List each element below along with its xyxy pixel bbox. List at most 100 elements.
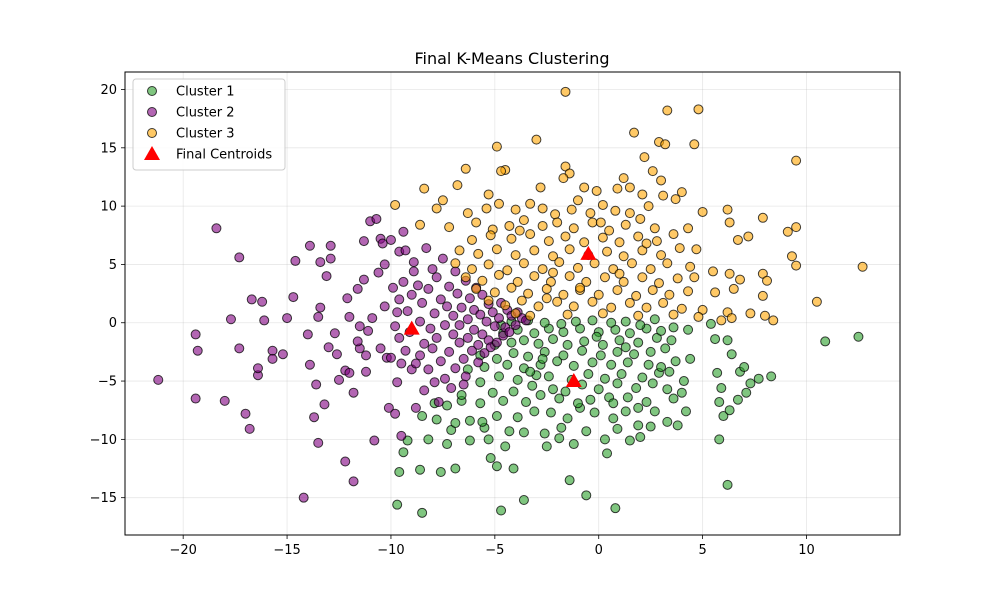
data-point	[635, 320, 646, 331]
data-point	[633, 402, 644, 413]
data-point	[705, 318, 716, 329]
data-point	[608, 398, 619, 409]
data-point	[444, 222, 455, 233]
data-point	[647, 285, 658, 296]
data-point	[587, 315, 598, 326]
data-point	[612, 423, 623, 434]
data-point	[439, 373, 450, 384]
centroid-marker	[403, 320, 420, 335]
data-point	[423, 283, 434, 294]
data-point	[647, 378, 658, 389]
data-point	[610, 205, 621, 216]
data-point	[460, 371, 471, 382]
data-point	[398, 447, 409, 458]
data-point	[392, 307, 403, 318]
data-point	[678, 376, 689, 387]
data-point	[618, 276, 629, 287]
data-point	[714, 434, 725, 445]
data-point	[392, 499, 403, 510]
data-point	[516, 295, 527, 306]
data-point	[462, 332, 473, 343]
data-point	[400, 245, 411, 256]
data-point	[408, 257, 419, 268]
legend-label: Cluster 1	[176, 85, 235, 100]
data-point	[853, 331, 864, 342]
data-point	[689, 272, 700, 283]
data-point	[493, 269, 504, 280]
data-point	[525, 229, 536, 240]
data-point	[321, 271, 332, 282]
data-point	[435, 294, 446, 305]
data-point	[672, 273, 683, 284]
data-point	[647, 166, 658, 177]
data-point	[537, 264, 548, 275]
data-point	[656, 325, 667, 336]
data-point	[618, 251, 629, 262]
data-point	[791, 260, 802, 271]
data-point	[352, 283, 363, 294]
data-point	[602, 246, 613, 257]
y-tick-label: 20	[100, 83, 117, 98]
data-point	[550, 209, 561, 220]
data-point	[502, 359, 513, 370]
data-point	[599, 373, 610, 384]
data-point	[442, 301, 453, 312]
data-point	[539, 428, 550, 439]
data-point	[791, 155, 802, 166]
data-point	[620, 406, 631, 417]
centroid-marker	[580, 245, 597, 260]
data-point	[693, 311, 704, 322]
data-point	[666, 335, 677, 346]
data-point	[473, 248, 484, 259]
data-point	[724, 217, 735, 228]
data-point	[498, 395, 509, 406]
data-point	[633, 337, 644, 348]
data-point	[400, 345, 411, 356]
data-point	[446, 383, 457, 394]
data-point	[427, 343, 438, 354]
data-point	[537, 353, 548, 364]
data-point	[656, 250, 667, 261]
data-point	[450, 463, 461, 474]
data-point	[587, 296, 598, 307]
data-point	[423, 364, 434, 375]
data-point	[521, 397, 532, 408]
data-point	[637, 272, 648, 283]
data-point	[437, 195, 448, 206]
data-point	[390, 408, 401, 419]
data-point	[408, 266, 419, 277]
data-point	[450, 258, 461, 269]
data-point	[435, 356, 446, 367]
data-point	[680, 406, 691, 417]
data-point	[483, 189, 494, 200]
data-point	[518, 258, 529, 269]
data-point	[419, 338, 430, 349]
data-point	[431, 272, 442, 283]
data-point	[510, 204, 521, 215]
y-tick-label: −15	[90, 491, 117, 506]
data-point	[614, 335, 625, 346]
data-point	[531, 134, 542, 145]
data-point	[398, 276, 409, 287]
data-point	[429, 308, 440, 319]
data-point	[502, 265, 513, 276]
data-point	[454, 320, 465, 331]
data-point	[568, 301, 579, 312]
data-point	[190, 393, 201, 404]
data-point	[566, 204, 577, 215]
data-point	[394, 294, 405, 305]
data-point	[510, 250, 521, 261]
legend-marker	[147, 107, 157, 117]
data-point	[373, 267, 384, 278]
data-point	[313, 311, 324, 322]
y-tick-label: −10	[90, 433, 117, 448]
data-point	[348, 476, 359, 487]
data-point	[572, 195, 583, 206]
data-point	[560, 386, 571, 397]
data-point	[462, 208, 473, 219]
data-point	[352, 336, 363, 347]
data-point	[510, 320, 521, 331]
x-tick-label: 0	[595, 543, 603, 558]
data-point	[743, 231, 754, 242]
